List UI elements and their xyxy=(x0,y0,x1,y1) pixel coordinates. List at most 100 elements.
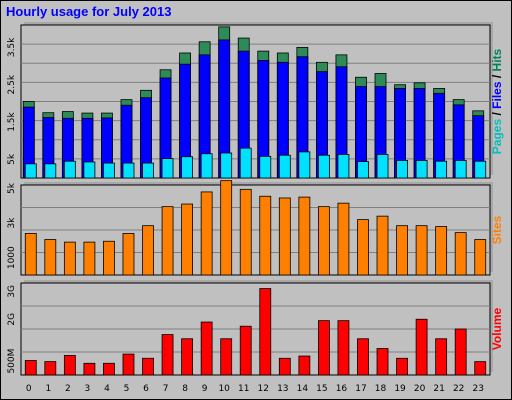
bar-sites xyxy=(103,240,115,276)
bar-sites xyxy=(278,197,291,276)
bar-volume xyxy=(103,362,115,376)
bar-volume xyxy=(415,318,428,376)
y-tick-label: 3G xyxy=(7,285,17,298)
bar-sites xyxy=(317,206,330,276)
x-tick-label: 10 xyxy=(218,384,230,394)
bar-volume xyxy=(454,328,467,376)
bar-pages xyxy=(337,154,350,179)
x-tick-label: 12 xyxy=(258,384,269,394)
y-axis-label-part: / xyxy=(490,71,504,81)
bar-sites xyxy=(220,180,233,276)
bar-sites xyxy=(63,241,76,276)
bar-sites xyxy=(24,233,37,276)
bar-sites xyxy=(142,225,154,276)
bar-pages xyxy=(474,160,487,179)
bar-volume xyxy=(337,320,350,376)
x-tick-label: 7 xyxy=(163,384,169,394)
bar-pages xyxy=(396,160,408,179)
x-tick-label: 16 xyxy=(336,384,348,394)
y-tick-label: 5k xyxy=(7,153,17,165)
bar-pages xyxy=(278,154,291,179)
bar-sites xyxy=(259,195,272,276)
bar-volume xyxy=(83,362,96,376)
bar-pages xyxy=(415,160,428,179)
bar-volume xyxy=(376,348,389,376)
x-tick-label: 20 xyxy=(414,384,426,394)
x-tick-label: 14 xyxy=(297,384,309,394)
bar-volume xyxy=(357,338,369,376)
y-tick-label: 2G xyxy=(7,313,17,326)
bar-pages xyxy=(454,160,467,179)
bar-sites xyxy=(44,239,57,276)
x-tick-label: 17 xyxy=(355,384,366,394)
x-tick-label: 23 xyxy=(473,384,484,394)
y-axis-label-part: Pages xyxy=(490,119,504,155)
bar-sites xyxy=(181,203,194,276)
bar-sites xyxy=(337,202,350,276)
bar-sites xyxy=(396,225,408,276)
x-tick-label: 22 xyxy=(453,384,464,394)
bar-volume xyxy=(161,334,174,376)
x-tick-label: 19 xyxy=(394,384,406,394)
x-tick-label: 13 xyxy=(277,384,288,394)
bar-pages xyxy=(83,161,96,179)
x-tick-label: 3 xyxy=(85,384,91,394)
bar-volume xyxy=(220,338,233,376)
bar-volume xyxy=(44,361,57,376)
bar-volume xyxy=(278,357,291,376)
bar-pages xyxy=(435,160,448,179)
bar-volume xyxy=(24,360,37,376)
bar-sites xyxy=(83,241,96,276)
bar-pages xyxy=(44,163,57,179)
bar-volume xyxy=(122,353,135,376)
bar-pages xyxy=(357,161,369,179)
bar-pages xyxy=(298,151,311,179)
y-axis-label: Volume xyxy=(490,307,504,350)
bar-volume xyxy=(239,325,252,376)
x-tick-label: 6 xyxy=(143,384,149,394)
bar-sites xyxy=(298,196,311,276)
y-tick-label: 3.5k xyxy=(7,37,17,57)
bar-sites xyxy=(454,232,467,276)
y-axis-label-part: Files xyxy=(490,81,504,109)
x-tick-label: 4 xyxy=(104,384,110,394)
bar-volume xyxy=(317,320,330,376)
x-tick-label: 5 xyxy=(124,384,130,394)
bar-volume xyxy=(298,355,311,376)
y-axis-label-part: Volume xyxy=(490,307,504,350)
y-tick-label: 5k xyxy=(7,182,17,194)
bar-pages xyxy=(200,153,213,179)
bar-sites xyxy=(415,225,428,276)
y-axis-label-part: Hits xyxy=(490,48,504,71)
x-tick-label: 15 xyxy=(316,384,327,394)
x-tick-label: 11 xyxy=(238,384,249,394)
x-tick-label: 9 xyxy=(202,384,208,394)
bar-pages xyxy=(259,155,272,179)
y-tick-label: 3k xyxy=(7,217,17,229)
y-tick-label: 2.5k xyxy=(7,74,17,94)
bar-volume xyxy=(259,288,272,376)
bar-pages xyxy=(376,154,389,179)
bar-pages xyxy=(63,160,76,179)
bar-pages xyxy=(220,152,233,179)
bar-volume xyxy=(63,355,76,376)
bar-sites xyxy=(376,215,389,276)
bar-sites xyxy=(435,226,448,276)
bar-sites xyxy=(161,206,174,276)
bar-pages xyxy=(142,162,154,179)
bar-sites xyxy=(474,239,487,276)
chart-title: Hourly usage for July 2013 xyxy=(6,4,172,19)
bar-volume xyxy=(181,338,194,376)
y-tick-label: 1000 xyxy=(7,246,17,269)
bar-volume xyxy=(396,357,408,376)
bar-pages xyxy=(24,163,37,179)
x-tick-label: 2 xyxy=(65,384,71,394)
x-tick-label: 0 xyxy=(26,384,32,394)
x-tick-label: 18 xyxy=(375,384,387,394)
bar-pages xyxy=(161,158,174,179)
bar-sites xyxy=(122,233,135,276)
bar-sites xyxy=(239,188,252,276)
bar-pages xyxy=(181,156,194,179)
bar-volume xyxy=(435,338,448,376)
